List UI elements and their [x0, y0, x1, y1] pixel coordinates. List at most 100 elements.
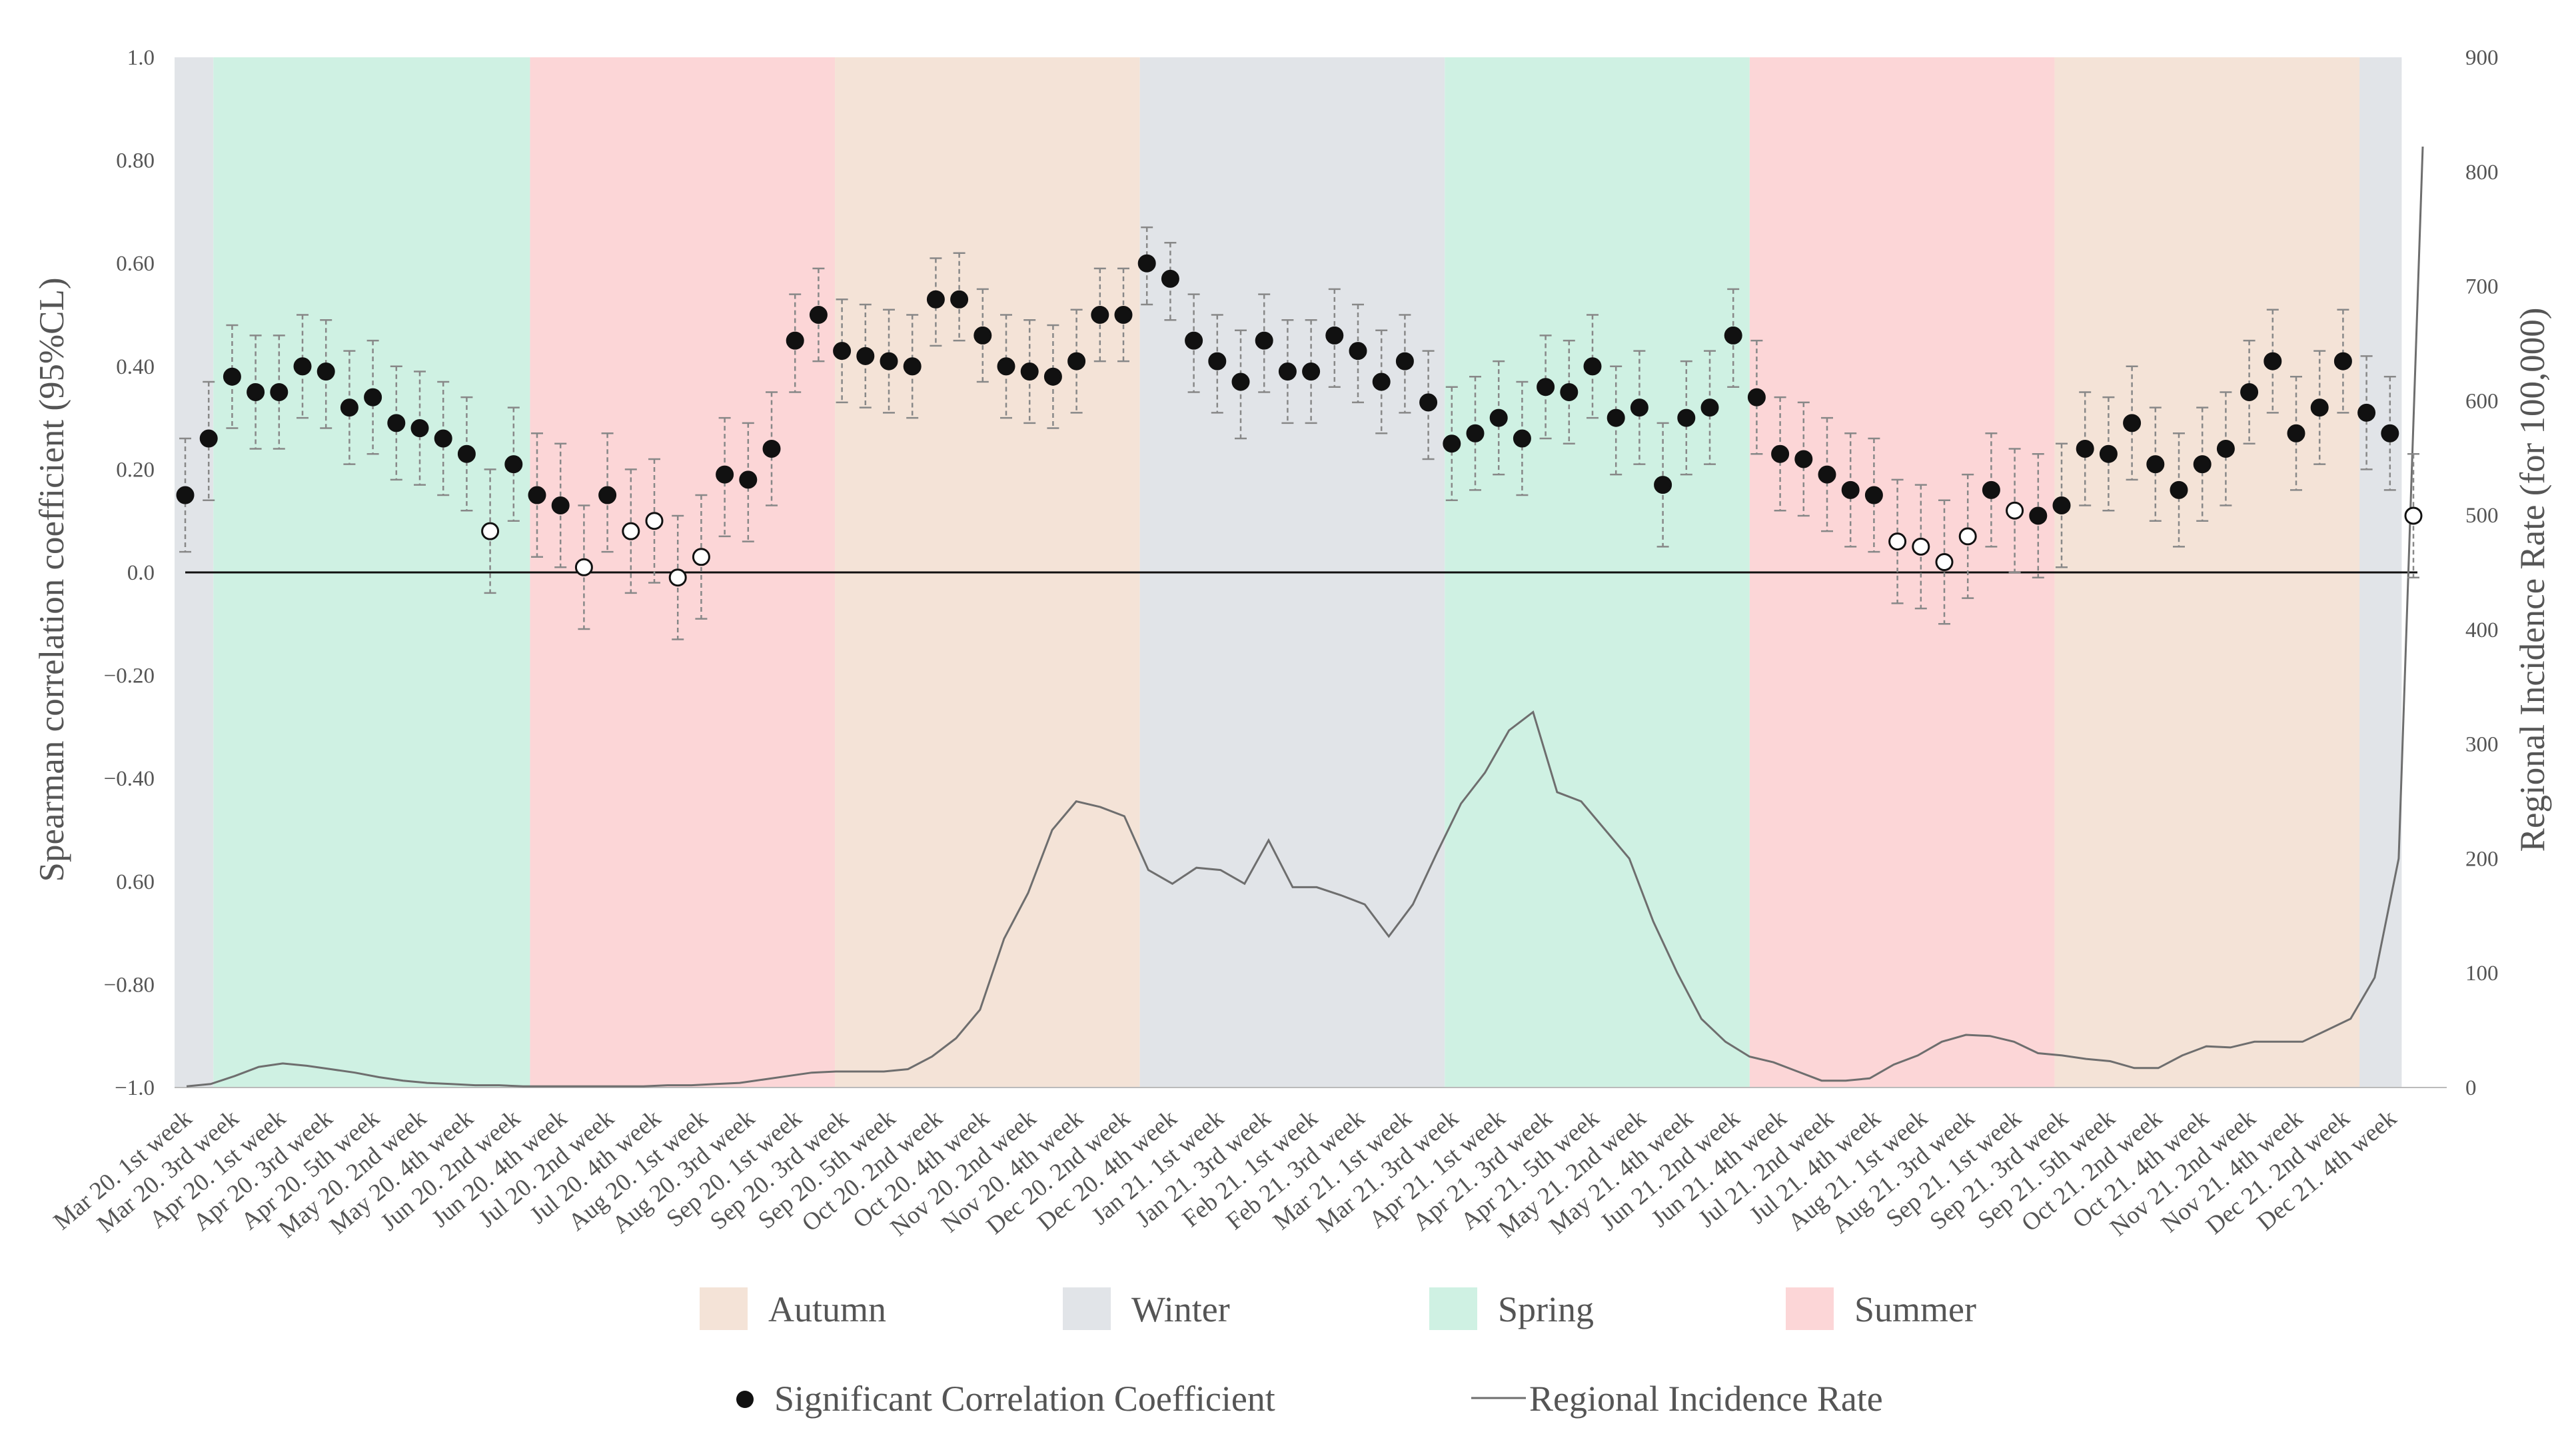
legend-swatch-spring — [1429, 1287, 1477, 1330]
y-right-tick-label: 200 — [2465, 847, 2499, 871]
y-left-tick-label: −0.40 — [104, 767, 155, 791]
y-right-tick-label: 500 — [2465, 504, 2499, 528]
significant-point — [1560, 382, 1579, 401]
significant-point — [903, 357, 922, 376]
y-right-tick-label: 100 — [2465, 962, 2499, 986]
significant-point — [1794, 450, 1813, 468]
y-right-tick-label: 400 — [2465, 618, 2499, 642]
legend-swatch-summer — [1786, 1287, 1834, 1330]
incidence-rate-line — [186, 146, 2424, 1087]
y-right-tick-label: 600 — [2465, 389, 2499, 413]
significant-point — [1208, 352, 1227, 370]
non-significant-point — [1958, 527, 1977, 546]
significant-point — [1607, 408, 1625, 427]
legend-label-summer: Summer — [1854, 1289, 1976, 1329]
significant-point — [926, 290, 945, 309]
significant-point — [1630, 398, 1648, 417]
significant-point — [293, 357, 312, 376]
significant-point — [270, 382, 289, 401]
significant-point — [1349, 342, 1367, 361]
significant-point — [387, 414, 406, 432]
significant-point — [1700, 398, 1719, 417]
y-left-tick-label: 0.20 — [116, 458, 155, 482]
y-left-tick-label: 1.0 — [127, 46, 155, 70]
significant-point — [1747, 388, 1766, 406]
significant-point — [2052, 496, 2071, 515]
significant-point — [1043, 367, 1062, 386]
y-left-tick-label: 0.80 — [116, 149, 155, 173]
significant-point — [1677, 408, 1696, 427]
significant-point — [2193, 455, 2212, 474]
legend-swatch-autumn — [700, 1287, 748, 1330]
significant-point — [2099, 444, 2118, 463]
significant-point — [973, 326, 992, 345]
non-significant-point — [645, 512, 664, 530]
significant-point — [1302, 362, 1321, 381]
y-left-tick-label: 0.60 — [116, 870, 155, 894]
significant-point — [528, 486, 546, 504]
significant-point — [1395, 352, 1414, 370]
significant-point — [2263, 352, 2282, 370]
significant-point — [598, 486, 617, 504]
y-axis-right-title: Regional Incidence Rate (for 100,000) — [2513, 308, 2552, 852]
y-left-tick-label: 0.60 — [116, 252, 155, 276]
legend-label-points: Significant Correlation Coefficient — [774, 1379, 1275, 1419]
legend-swatch-winter — [1063, 1287, 1111, 1330]
legend-label-spring: Spring — [1498, 1289, 1594, 1329]
significant-point — [1771, 444, 1790, 463]
significant-point — [2216, 439, 2235, 458]
y-right-tick-label: 300 — [2465, 733, 2499, 757]
y-right-tick-label: 700 — [2465, 275, 2499, 299]
significant-point — [504, 455, 523, 474]
significant-point — [1583, 357, 1602, 376]
non-significant-point — [574, 558, 593, 576]
y-axis-left-title: Spearman correlation coefficient (95%CL) — [33, 277, 71, 882]
significant-point — [1537, 378, 1555, 396]
significant-point — [1067, 352, 1086, 370]
significant-point — [2287, 424, 2305, 442]
significant-point — [2123, 414, 2142, 432]
significant-point — [1724, 326, 1742, 345]
significant-point — [1114, 306, 1133, 324]
significant-point — [2381, 424, 2399, 442]
significant-point — [762, 439, 781, 458]
significant-point — [317, 362, 335, 381]
non-significant-point — [668, 568, 687, 587]
significant-point — [1372, 372, 1391, 391]
significant-point — [880, 352, 898, 370]
significant-point — [1231, 372, 1250, 391]
significant-point — [1278, 362, 1297, 381]
significant-point — [1419, 393, 1438, 412]
significant-point — [1185, 331, 1203, 350]
significant-point — [997, 357, 1015, 376]
significant-point — [457, 444, 476, 463]
significant-point — [247, 382, 265, 401]
non-significant-point — [2006, 501, 2024, 520]
significant-point — [1091, 306, 1109, 324]
significant-point — [2076, 439, 2094, 458]
significant-point — [1864, 486, 1883, 504]
legend-label-line: Regional Incidence Rate — [1529, 1379, 1883, 1419]
significant-point — [2240, 382, 2259, 401]
significant-point — [950, 290, 969, 309]
significant-point — [1818, 465, 1836, 484]
significant-point — [2357, 403, 2376, 422]
significant-point — [1489, 408, 1508, 427]
significant-point — [739, 470, 758, 489]
significant-point — [1466, 424, 1485, 442]
correlation-points — [176, 254, 2423, 587]
significant-point — [410, 419, 429, 438]
significant-point — [2146, 455, 2165, 474]
significant-point — [551, 496, 570, 515]
y-left-tick-label: −0.20 — [104, 664, 155, 688]
significant-point — [2029, 506, 2048, 525]
legend-label-autumn: Autumn — [768, 1289, 886, 1329]
significant-point — [786, 331, 804, 350]
non-significant-point — [2404, 506, 2423, 525]
significant-point — [2310, 398, 2329, 417]
significant-point — [809, 306, 828, 324]
significant-point — [340, 398, 358, 417]
non-significant-point — [692, 548, 710, 566]
y-left-tick-label: −1.0 — [115, 1076, 155, 1100]
